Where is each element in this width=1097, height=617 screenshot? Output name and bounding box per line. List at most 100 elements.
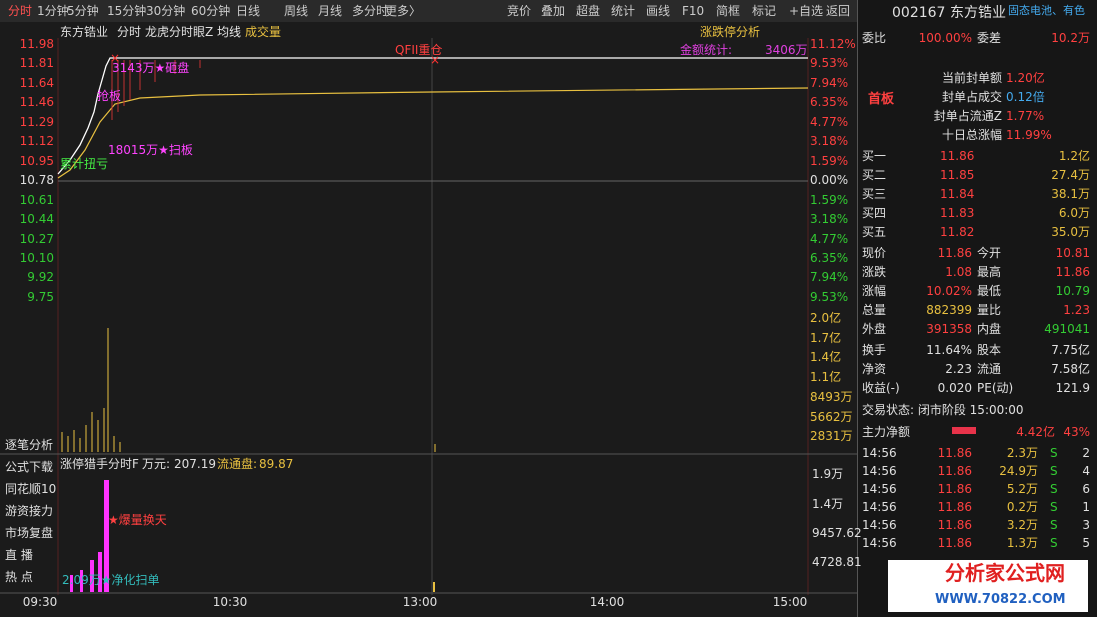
label: 4 bbox=[1082, 464, 1090, 478]
label: 0.020 bbox=[937, 381, 972, 395]
label: 0.2万 bbox=[1006, 500, 1038, 514]
side-menu-item[interactable]: 同花顺10 bbox=[5, 482, 57, 496]
toolbar-button[interactable]: 标记 bbox=[752, 4, 777, 18]
price-axis-label: 9.75 bbox=[27, 289, 54, 304]
pct-axis-label: 9.53% bbox=[810, 289, 849, 304]
label: 11.86 bbox=[937, 446, 972, 460]
toolbar-tab[interactable]: 多分时 bbox=[352, 4, 389, 18]
label: 27.4万 bbox=[1051, 168, 1090, 182]
side-menu-item[interactable]: 游资接力 bbox=[5, 504, 54, 518]
annotation: 3143万★砸盘 bbox=[112, 61, 190, 75]
label: 11.85 bbox=[940, 168, 975, 182]
time-axis-label: 14:00 bbox=[589, 595, 625, 609]
label: 内盘 bbox=[977, 322, 1002, 336]
price-axis-label: 10.78 bbox=[19, 173, 54, 188]
label: 流通 bbox=[977, 362, 1002, 376]
label: 38.1万 bbox=[1051, 187, 1090, 201]
toolbar-tab[interactable]: 30分钟 bbox=[146, 4, 186, 18]
sub-value: 89.87 bbox=[259, 457, 294, 471]
toolbar-button[interactable]: 简框 bbox=[716, 4, 741, 18]
label: 11.86 bbox=[1055, 265, 1090, 279]
toolbar-button[interactable]: F10 bbox=[682, 4, 705, 18]
side-menu-item[interactable]: 市场复盘 bbox=[5, 526, 54, 540]
price-axis-label: 11.12 bbox=[19, 134, 54, 149]
volume-axis-label: 1.4亿 bbox=[810, 350, 842, 365]
label: 净资 bbox=[862, 362, 887, 376]
chart-header: 东方锆业 bbox=[60, 25, 109, 39]
pct-axis-label: 4.77% bbox=[810, 114, 849, 129]
label: S bbox=[1050, 500, 1058, 514]
side-menu-item[interactable]: 直 播 bbox=[5, 548, 33, 562]
watermark: WWW.70822.COM bbox=[935, 592, 1066, 607]
toolbar-button[interactable]: 竞价 bbox=[507, 4, 532, 18]
label: 买二 bbox=[862, 168, 887, 182]
label: 391358 bbox=[926, 322, 972, 336]
time-axis-label: 15:00 bbox=[772, 595, 808, 609]
label: 14:56 bbox=[862, 482, 897, 496]
label: S bbox=[1050, 536, 1058, 550]
price-axis-label: 11.98 bbox=[19, 37, 54, 51]
label: 882399 bbox=[926, 303, 972, 317]
chart-header: 龙虎分时眼Z bbox=[145, 25, 214, 39]
label: 当前封单额 bbox=[941, 71, 1002, 85]
side-menu-item[interactable]: 热 点 bbox=[5, 570, 33, 584]
toolbar-tab[interactable]: 更多〉 bbox=[385, 4, 422, 18]
label: 6.0万 bbox=[1058, 206, 1090, 220]
toolbar-tab[interactable]: 日线 bbox=[236, 4, 261, 18]
label: 11.86 bbox=[937, 500, 972, 514]
label: 11.86 bbox=[937, 246, 972, 260]
sub-value: 207.19 bbox=[174, 457, 216, 471]
svg-text:×: × bbox=[430, 53, 440, 67]
label: 换手 bbox=[862, 343, 887, 357]
label: 2 bbox=[1082, 446, 1090, 460]
label: 14:56 bbox=[862, 536, 897, 550]
volume-axis-label: 2831万 bbox=[810, 429, 853, 444]
label: S bbox=[1050, 482, 1058, 496]
side-menu-item[interactable]: 公式下载 bbox=[5, 460, 54, 474]
stock-name: 东方锆业 bbox=[950, 5, 1006, 21]
label: 14:56 bbox=[862, 518, 897, 532]
pct-axis-label: 7.94% bbox=[810, 75, 849, 90]
label: 121.9 bbox=[1055, 381, 1090, 395]
toolbar-button[interactable]: 叠加 bbox=[541, 4, 566, 18]
annotation: ★爆量换天 bbox=[108, 513, 167, 527]
pct-axis-label: 9.53% bbox=[810, 56, 849, 71]
toolbar-tab[interactable]: 分时 bbox=[8, 4, 33, 18]
volume-axis-label: 1.1亿 bbox=[810, 370, 842, 385]
toolbar-tab[interactable]: 60分钟 bbox=[191, 4, 231, 18]
toolbar-tab[interactable]: 5分钟 bbox=[67, 4, 99, 18]
label: 14:56 bbox=[862, 464, 897, 478]
toolbar-button[interactable]: 超盘 bbox=[576, 4, 601, 18]
toolbar-tab[interactable]: 1分钟 bbox=[37, 4, 69, 18]
label: 买四 bbox=[862, 206, 887, 220]
analysis-link[interactable]: 涨跌停分析 bbox=[700, 25, 761, 39]
label: 今开 bbox=[977, 246, 1002, 260]
side-menu-item[interactable]: 逐笔分析 bbox=[5, 438, 54, 452]
toolbar-button[interactable]: 画线 bbox=[646, 4, 671, 18]
label: 14:56 bbox=[862, 500, 897, 514]
pct-axis-label: 11.12% bbox=[810, 37, 856, 51]
chart-header: 成交量 bbox=[245, 25, 282, 39]
toolbar-button[interactable]: 返回 bbox=[826, 4, 851, 18]
toolbar-tab[interactable]: 周线 bbox=[284, 4, 309, 18]
toolbar-tab[interactable]: 月线 bbox=[318, 4, 343, 18]
label: 1.3万 bbox=[1006, 536, 1038, 550]
price-axis-label: 11.64 bbox=[19, 75, 54, 90]
toolbar-button[interactable]: +自选 bbox=[789, 4, 824, 18]
annotation: QFII重仓 bbox=[395, 43, 443, 57]
label: 3.2万 bbox=[1006, 518, 1038, 532]
label: 5.2万 bbox=[1006, 482, 1038, 496]
label: 封单占成交 bbox=[941, 90, 1002, 104]
label: 涨跌 bbox=[862, 265, 887, 279]
sub-label: 流通盘: bbox=[217, 457, 258, 471]
label: 11.86 bbox=[937, 482, 972, 496]
toolbar-tab[interactable]: 15分钟 bbox=[107, 4, 147, 18]
label: 43% bbox=[1063, 425, 1090, 439]
sub-axis-label: 1.9万 bbox=[812, 467, 844, 481]
label: 11.82 bbox=[940, 225, 975, 239]
label: 封单占流通Z bbox=[933, 109, 1002, 123]
price-axis-label: 9.92 bbox=[27, 270, 54, 285]
toolbar-button[interactable]: 统计 bbox=[611, 4, 636, 18]
sub-axis-label: 1.4万 bbox=[812, 497, 844, 511]
